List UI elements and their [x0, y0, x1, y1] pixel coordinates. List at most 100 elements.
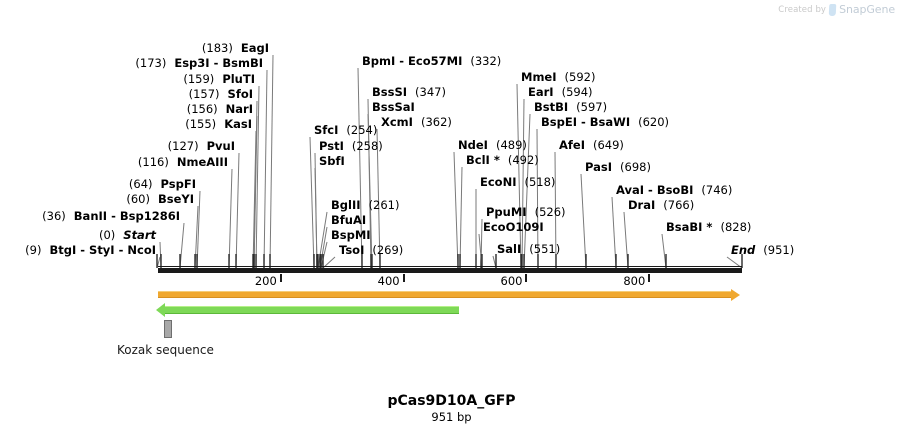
- site-label-ppumi[interactable]: PpuMI (526): [486, 206, 566, 219]
- site-label-bsabi[interactable]: BsaBI * (828): [666, 221, 751, 234]
- site-position: (116): [137, 155, 169, 169]
- leader-line-bsabi: [661, 233, 667, 269]
- leader-line-pspfi: [196, 190, 201, 269]
- enzyme-name: BsmBI: [222, 56, 263, 70]
- kozak-sequence-label: Kozak sequence: [117, 343, 214, 357]
- site-label-nmeaiii[interactable]: (116) NmeAIII: [138, 156, 228, 169]
- enzyme-name: BsaBI: [666, 220, 703, 234]
- enzyme-name: SalI: [497, 242, 522, 256]
- site-label-pluti[interactable]: (159) PluTI: [183, 73, 255, 86]
- enzyme-name: PvuI: [206, 139, 235, 153]
- leader-line-ppumi: [480, 218, 483, 269]
- site-position: (183): [201, 41, 233, 55]
- enzyme-name: BstBI: [534, 100, 569, 114]
- name-separator: -: [395, 54, 409, 68]
- enzyme-name: BsaWI: [589, 115, 631, 129]
- site-label-esp3i[interactable]: (173) Esp3I - BsmBI: [135, 57, 263, 70]
- site-position: (951): [763, 243, 795, 257]
- ruler-tick-label: 200: [254, 274, 277, 288]
- enzyme-name: BsoBI: [656, 183, 694, 197]
- site-label-sbfi[interactable]: SbfI: [319, 155, 345, 168]
- site-position: (254): [346, 123, 378, 137]
- site-label-pspfi[interactable]: (64) PspFI: [129, 178, 196, 191]
- enzyme-name: MmeI: [521, 70, 557, 84]
- enzyme-name: Bsp1286I: [119, 209, 180, 223]
- enzyme-name: NarI: [225, 102, 253, 116]
- name-separator: -: [114, 243, 128, 257]
- site-position: (698): [620, 160, 651, 174]
- site-label-btgi[interactable]: (9) BtgI - StyI - NcoI: [25, 244, 156, 257]
- enzyme-name: BtgI: [49, 243, 77, 257]
- site-label-nari[interactable]: (156) NarI: [187, 103, 253, 116]
- leader-line-pluti: [255, 85, 260, 269]
- ruler-tick: [402, 274, 405, 282]
- site-label-end[interactable]: End (951): [731, 244, 794, 257]
- enzyme-name: BfuAI: [331, 213, 367, 227]
- leader-line-esp3i: [263, 69, 268, 269]
- enzyme-name: EagI: [240, 41, 269, 55]
- snapgene-watermark: Created by SnapGene: [778, 3, 895, 16]
- site-label-start[interactable]: (0) Start: [99, 229, 156, 242]
- site-position: (159): [183, 72, 215, 86]
- site-label-bsssai[interactable]: BssSaI: [372, 101, 415, 114]
- leader-line-nari: [253, 115, 258, 269]
- site-position: (173): [135, 56, 167, 70]
- site-label-sfci[interactable]: SfcI (254): [314, 124, 377, 137]
- site-position: (0): [98, 228, 116, 242]
- kozak-sequence-feature[interactable]: [164, 320, 172, 338]
- enzyme-name: AfeI: [559, 138, 585, 152]
- leader-line-start: [159, 241, 162, 269]
- site-label-xcmi[interactable]: XcmI (362): [381, 116, 452, 129]
- name-separator: -: [576, 115, 590, 129]
- name-separator: -: [209, 56, 223, 70]
- enzyme-name: TsoI: [339, 243, 365, 257]
- enzyme-name: EcoNI: [480, 175, 517, 189]
- site-position: (594): [561, 85, 593, 99]
- plasmid-length: 951 bp: [431, 410, 472, 424]
- site-label-econi[interactable]: EcoNI (518): [480, 176, 555, 189]
- site-label-bspmi[interactable]: BspMI: [331, 229, 371, 242]
- site-label-bstbi[interactable]: BstBI (597): [534, 101, 607, 114]
- site-label-eari[interactable]: EarI (594): [528, 86, 593, 99]
- site-label-bfuai[interactable]: BfuAI: [331, 214, 366, 227]
- site-position: (156): [186, 102, 218, 116]
- site-label-drai[interactable]: DraI (766): [628, 199, 694, 212]
- site-position: (60): [126, 192, 150, 206]
- site-label-pasi[interactable]: PasI (698): [585, 161, 651, 174]
- site-label-sali[interactable]: SalI (551): [497, 243, 560, 256]
- site-label-pvui[interactable]: (127) PvuI: [168, 140, 235, 153]
- site-position: (551): [529, 242, 561, 256]
- site-label-bseyi[interactable]: (60) BseYI: [126, 193, 194, 206]
- star-activity-marker: *: [702, 220, 713, 234]
- site-label-avai[interactable]: AvaI - BsoBI (746): [616, 184, 732, 197]
- site-label-bglii[interactable]: BglII (261): [331, 199, 399, 212]
- site-label-bsssi[interactable]: BssSI (347): [372, 86, 446, 99]
- site-label-banii[interactable]: (36) BanII - Bsp1286I: [42, 210, 180, 223]
- site-label-tsoi[interactable]: TsoI (269): [339, 244, 403, 257]
- arrowhead-right-icon: [731, 288, 740, 301]
- site-label-eagi[interactable]: (183) EagI: [202, 42, 269, 55]
- orange-feature-arrow[interactable]: [158, 288, 740, 301]
- site-label-bpmi[interactable]: BpmI - Eco57MI (332): [362, 55, 501, 68]
- site-label-kasi[interactable]: (155) KasI: [185, 118, 252, 131]
- site-label-bcli[interactable]: BclI * (492): [466, 154, 539, 167]
- site-label-ecoo109i[interactable]: EcoO109I: [483, 221, 544, 234]
- name-separator: -: [107, 209, 120, 223]
- site-position: (592): [564, 70, 596, 84]
- leader-line-pvui: [235, 152, 240, 269]
- site-label-mmei[interactable]: MmeI (592): [521, 71, 595, 84]
- site-label-ndei[interactable]: NdeI (489): [458, 139, 527, 152]
- site-label-psti[interactable]: PstI (258): [319, 140, 383, 153]
- green-feature-arrow[interactable]: [156, 303, 459, 317]
- sequence-ruler-bar: [158, 265, 742, 273]
- enzyme-name: DraI: [628, 198, 656, 212]
- site-label-bspei[interactable]: BspEI - BsaWI (620): [541, 116, 669, 129]
- ruler-tick-label: 800: [623, 274, 646, 288]
- enzyme-name: BanII: [73, 209, 108, 223]
- snapgene-logo-icon: [828, 3, 837, 16]
- site-position: (828): [720, 220, 752, 234]
- enzyme-name: EcoO109I: [483, 220, 544, 234]
- watermark-prefix: Created by: [778, 4, 827, 15]
- site-label-sfoi[interactable]: (157) SfoI: [189, 88, 253, 101]
- site-label-afei[interactable]: AfeI (649): [559, 139, 624, 152]
